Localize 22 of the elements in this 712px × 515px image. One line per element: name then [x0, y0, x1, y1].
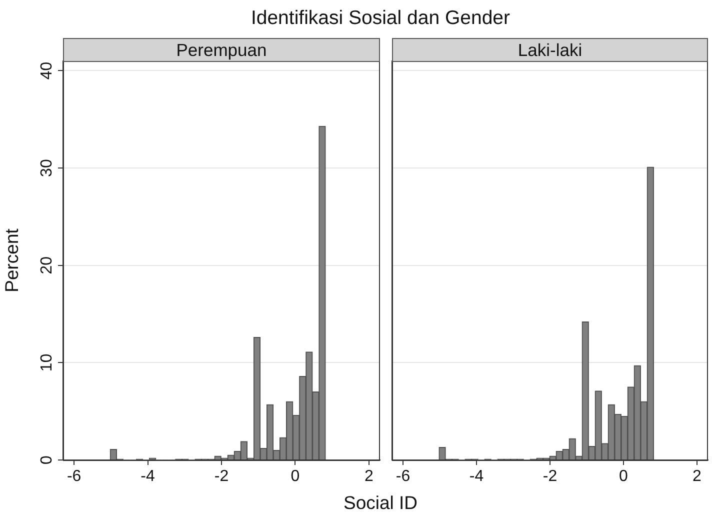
- x-tick-label: -4: [140, 468, 155, 486]
- chart-subtitle: Laki-laki: [518, 40, 582, 60]
- y-tick-label: 0: [38, 455, 56, 464]
- x-axis-title: Social ID: [343, 492, 418, 513]
- y-tick-label: 40: [38, 62, 56, 80]
- x-tick-label: 0: [290, 468, 300, 486]
- y-axis-title: Percent: [1, 228, 22, 292]
- x-tick-label: -6: [66, 468, 82, 486]
- panel-header: Perempuan: [63, 38, 380, 62]
- x-tick-label: -6: [396, 468, 410, 486]
- chart-subtitle: Perempuan: [176, 40, 267, 60]
- y-tick-label: 20: [38, 256, 56, 274]
- y-tick-label: 30: [38, 159, 56, 177]
- x-tick-label: 0: [619, 468, 628, 486]
- chart-title: Identifikasi Sosial dan Gender: [250, 7, 510, 29]
- panel-header: Laki-laki: [392, 38, 708, 62]
- y-tick-label: 10: [38, 354, 56, 372]
- x-tick-label: -2: [214, 468, 229, 486]
- x-tick-label: 2: [364, 468, 374, 486]
- x-tick-label: -2: [542, 468, 558, 486]
- x-tick-label: -4: [469, 468, 484, 486]
- x-tick-label: 2: [692, 468, 702, 486]
